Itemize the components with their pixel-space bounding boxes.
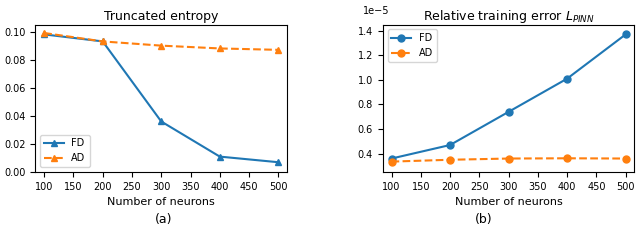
Line: AD: AD [388, 155, 629, 165]
AD [505, 157, 513, 160]
Legend: FD, AD: FD, AD [388, 29, 437, 62]
AD [622, 157, 630, 160]
Title: Truncated entropy: Truncated entropy [104, 10, 218, 23]
Title: Relative training error $L_{PINN}$: Relative training error $L_{PINN}$ [422, 8, 595, 25]
Line: FD: FD [388, 31, 629, 162]
FD [275, 161, 282, 164]
FD [40, 33, 48, 36]
X-axis label: Number of neurons: Number of neurons [455, 197, 563, 207]
Text: (a): (a) [154, 213, 172, 225]
Text: 1e−5: 1e−5 [363, 6, 389, 16]
Legend: FD, AD: FD, AD [40, 135, 90, 167]
Line: AD: AD [41, 29, 282, 53]
AD [275, 49, 282, 51]
AD [388, 160, 396, 163]
FD [563, 77, 571, 80]
FD [216, 155, 223, 158]
FD [446, 144, 454, 146]
FD [99, 40, 106, 43]
AD [563, 157, 571, 160]
AD [216, 47, 223, 50]
AD [446, 158, 454, 161]
AD [99, 40, 106, 43]
FD [622, 33, 630, 36]
FD [157, 120, 165, 123]
Line: FD: FD [41, 31, 282, 166]
X-axis label: Number of neurons: Number of neurons [108, 197, 215, 207]
Text: (b): (b) [474, 213, 492, 225]
AD [157, 44, 165, 47]
FD [388, 157, 396, 160]
AD [40, 32, 48, 34]
FD [505, 110, 513, 113]
